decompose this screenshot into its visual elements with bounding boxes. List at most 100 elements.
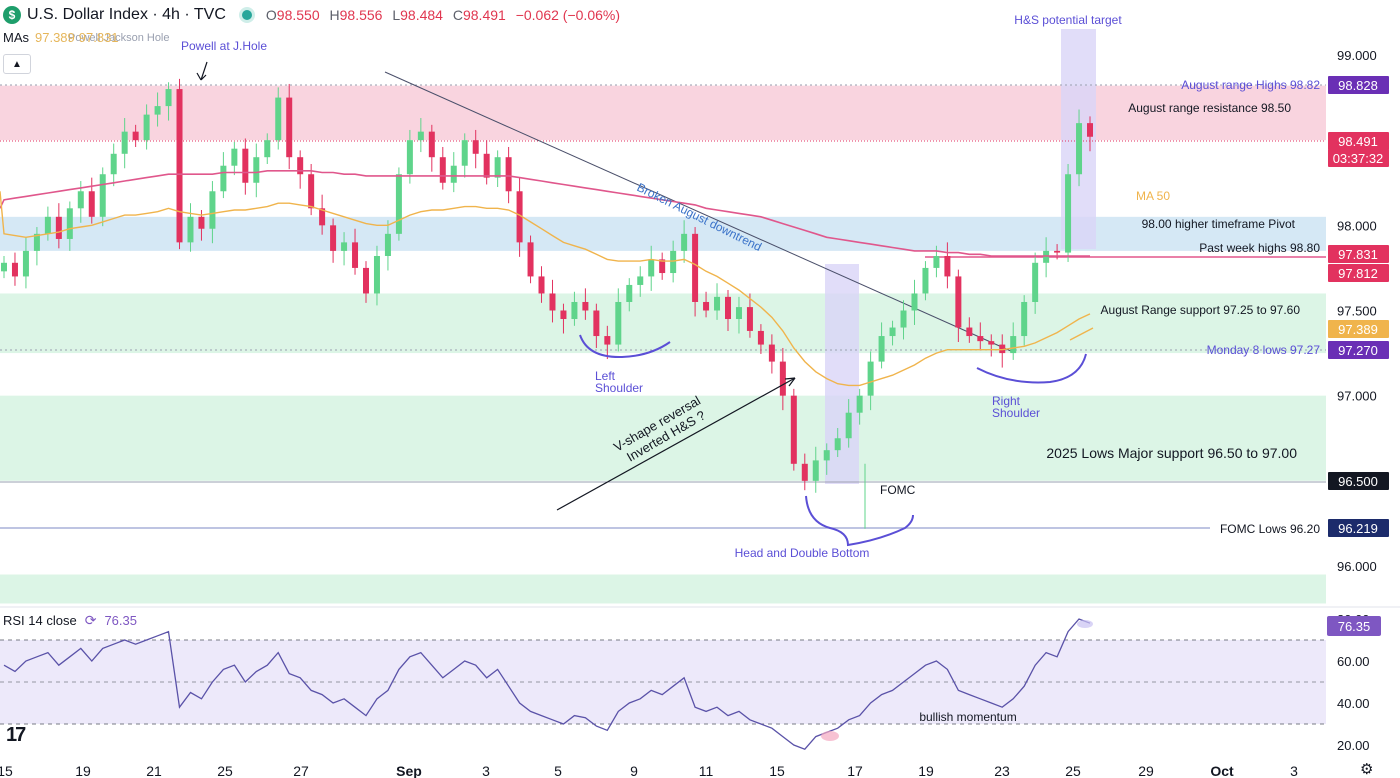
candle-body xyxy=(121,131,128,154)
price-tag-label: 97.812 xyxy=(1338,266,1378,281)
candle-body xyxy=(319,208,326,226)
rsi-value-tag: 76.35 xyxy=(1338,619,1371,634)
monday-low-label: Monday 8 lows 97.27 xyxy=(1207,343,1321,357)
candle-body xyxy=(1054,250,1061,253)
time-tick-label: 15 xyxy=(769,763,785,778)
candle-body xyxy=(66,208,73,239)
price-tag-bg xyxy=(1328,76,1389,94)
candle-body xyxy=(352,242,359,268)
candle-body xyxy=(944,255,951,277)
candle-body xyxy=(955,276,962,328)
candle-body xyxy=(735,307,742,320)
candle-body xyxy=(900,310,907,328)
time-tick-label: 25 xyxy=(217,763,233,778)
market-status-icon[interactable] xyxy=(241,10,252,20)
powell-jh-faint-label: Powell Jackson Hole xyxy=(68,32,170,44)
ma50-line xyxy=(0,191,1091,387)
candle-body xyxy=(538,276,545,294)
candle-body xyxy=(77,191,84,209)
time-tick-label: Sep xyxy=(396,763,422,778)
candle-body xyxy=(44,216,51,234)
candle-body xyxy=(966,327,973,337)
candle-body xyxy=(856,395,863,413)
tradingview-logo[interactable]: 17 xyxy=(6,724,26,746)
candle-body xyxy=(703,301,710,311)
time-tick-label: 19 xyxy=(75,763,91,778)
symbol-legend[interactable]: $ U.S. Dollar Index · 4h · TVC O98.550 H… xyxy=(0,0,626,30)
vshape-arrowhead xyxy=(784,377,796,387)
price-tag-label: 97.831 xyxy=(1338,247,1378,262)
candle-body xyxy=(505,157,512,192)
candle-body xyxy=(571,301,578,320)
candle-body xyxy=(33,233,40,251)
ma50-extension xyxy=(1069,327,1094,341)
candle-body xyxy=(922,267,929,294)
rsi-legend[interactable]: RSI 14 close ⟳ 76.35 xyxy=(3,612,137,629)
aug-high-label: August range Highs 98.82 xyxy=(1181,78,1320,92)
price-tick-label: 97.500 xyxy=(1337,304,1377,319)
price-tag-bg xyxy=(1328,341,1389,359)
august-downtrend-line xyxy=(384,71,1014,353)
candle-body xyxy=(373,255,380,294)
candle-body xyxy=(363,267,369,294)
candle-body xyxy=(264,140,271,158)
price-axis[interactable]: 99.000 98.000 97.500 97.000 96.500 96.000 xyxy=(1337,48,1377,574)
time-tick-label: 17 xyxy=(847,763,863,778)
candle-body xyxy=(286,97,293,158)
change-value: −0.062 (−0.06%) xyxy=(515,7,620,23)
candle-body xyxy=(461,140,468,166)
price-tag-label: 98.828 xyxy=(1338,78,1378,93)
candle-body xyxy=(417,131,424,141)
open-value: 98.550 xyxy=(276,7,320,23)
price-tick-label: 99.000 xyxy=(1337,48,1377,63)
candle-body xyxy=(911,293,918,311)
candle-body xyxy=(1076,123,1083,175)
right-shoulder-curve xyxy=(976,353,1087,384)
time-tick-label: 27 xyxy=(293,763,309,778)
hs-target-label: H&S potential target xyxy=(1014,13,1122,27)
time-axis[interactable]: 15 19 21 25 27 Sep 3 5 9 11 15 17 19 23 25 29 Oct 3 xyxy=(0,763,1298,778)
rsi-value-tag-bg xyxy=(1327,616,1381,636)
right-shoulder-label-2: Shoulder xyxy=(992,406,1040,420)
price-tag-label: 96.500 xyxy=(1338,474,1378,489)
price-tick-label: 97.000 xyxy=(1337,389,1377,404)
right-shoulder-label-1: Right xyxy=(992,394,1021,408)
resistance-zone xyxy=(0,85,1326,141)
aug-support-label: August Range support 97.25 to 97.60 xyxy=(1101,303,1301,317)
candle-body xyxy=(648,259,655,277)
pivot-label: 98.00 higher timeframe Pivot xyxy=(1142,217,1296,231)
rsi-line xyxy=(3,618,1091,750)
price-tag-bg xyxy=(1328,519,1389,537)
time-tick-label: 15 xyxy=(0,763,13,778)
collapse-legend-button[interactable]: ▲ xyxy=(3,54,31,74)
candle-body xyxy=(330,225,337,251)
price-tag-bg xyxy=(1328,264,1389,282)
candle-body xyxy=(198,216,205,229)
time-tick-label: 29 xyxy=(1138,763,1154,778)
low-value: 98.484 xyxy=(400,7,443,23)
rsi-tick-label: 60.00 xyxy=(1337,654,1370,669)
mas-legend[interactable]: MAs 97.389 97.831 xyxy=(3,30,119,45)
candle-body xyxy=(88,191,95,217)
candle-body xyxy=(626,284,633,302)
gear-icon[interactable]: ⚙ xyxy=(1360,761,1374,778)
major-support-zone xyxy=(0,395,1326,481)
candle-body xyxy=(659,259,666,274)
powell-label: Powell at J.Hole xyxy=(181,39,267,53)
candle-body xyxy=(1032,262,1039,302)
symbol-title[interactable]: U.S. Dollar Index · 4h · TVC xyxy=(27,6,226,23)
candle-body xyxy=(220,165,227,192)
candle-body xyxy=(977,336,984,342)
fomc-label: FOMC xyxy=(880,483,916,497)
candle-body xyxy=(55,216,62,239)
candle-body xyxy=(1,262,7,272)
price-tag-label: 96.219 xyxy=(1338,521,1378,536)
ma50-label: MA 50 xyxy=(1136,189,1170,203)
dxy-logo-icon: $ xyxy=(3,6,21,24)
candle-body xyxy=(308,174,315,209)
candle-body xyxy=(297,157,304,175)
refresh-icon[interactable]: ⟳ xyxy=(84,612,97,628)
candle-body xyxy=(845,412,852,439)
aug-resistance-label: August range resistance 98.50 xyxy=(1128,101,1291,115)
